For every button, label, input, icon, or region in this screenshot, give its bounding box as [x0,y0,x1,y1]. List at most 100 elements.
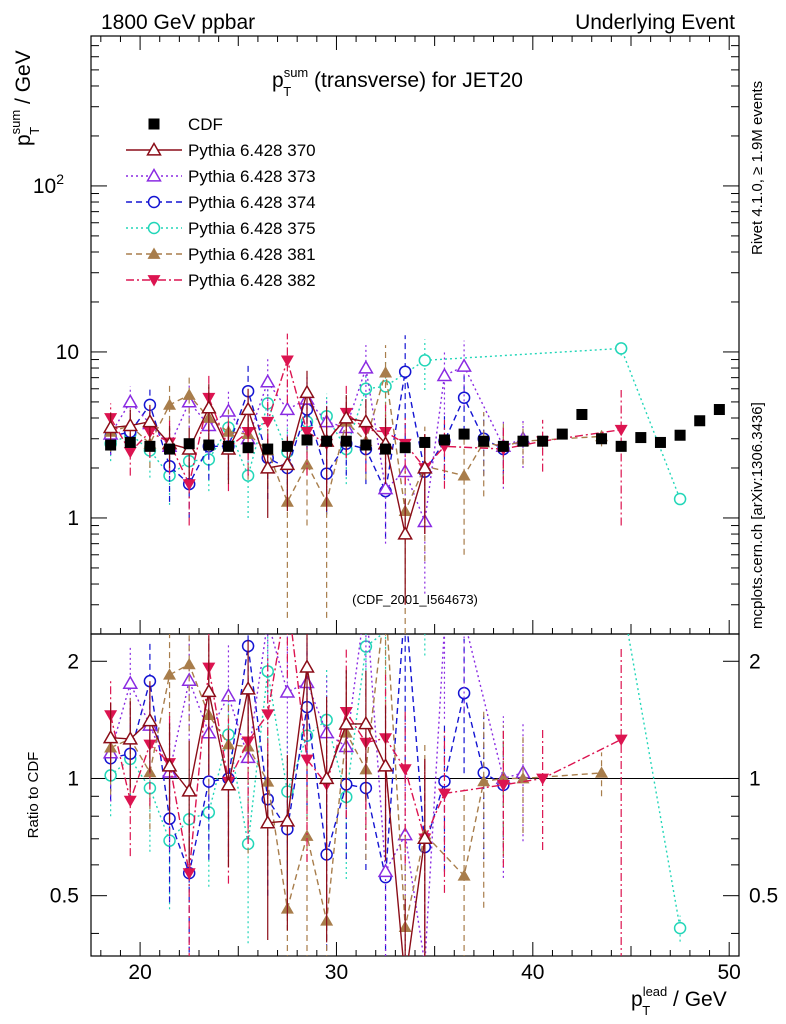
header-right: Underlying Event [575,11,735,34]
data-point [182,388,196,400]
data-point [478,435,490,447]
data-point [537,435,549,447]
data-point [142,413,158,428]
ratio-point [181,782,197,797]
data-point [281,440,293,452]
data-point [340,435,352,447]
data-point [182,479,196,491]
data-point [417,459,433,474]
data-point [164,443,176,455]
legend-label: Pythia 6.428 375 [188,219,316,238]
ratio-point [417,830,433,844]
legend-marker [147,275,161,287]
ratio-point [595,766,609,778]
rivet-info: Rivet 4.1.0, ≥ 1.9M events [749,81,766,255]
ratio-series-p381 [104,634,609,956]
legend-item-p375: Pythia 6.428 375 [126,219,316,238]
ratio-point [220,776,237,791]
data-point [654,436,666,448]
data-point [418,354,432,367]
ratio-point [161,757,178,772]
data-point [457,469,471,481]
data-point [201,399,217,414]
data-point [124,436,136,448]
data-point [635,432,647,444]
mcplots-info: mcplots.cern.ch [arXiv:1306.3436] [749,402,766,629]
ratio-point [122,675,139,690]
ratio-point [102,729,119,744]
ratio-point [496,779,510,792]
ratio-y-tick-label: 1 [67,767,79,790]
data-point [419,436,431,448]
ratio-point [673,921,687,935]
legend-label: Pythia 6.428 382 [188,271,316,290]
ratio-y-tick-label-right: 1 [749,767,761,790]
ratio-point [318,770,335,785]
series-line [110,372,602,514]
data-point [456,358,472,372]
ratio-y-tick-label: 2 [67,650,79,673]
ratio-point [182,868,196,880]
ratio-line [109,634,524,956]
data-point [359,382,373,396]
data-point [321,435,333,447]
legend-label: Pythia 6.428 373 [188,167,316,186]
legend-item-p370: Pythia 6.428 370 [126,141,316,160]
legend-item-p382: Pythia 6.428 382 [126,271,316,290]
y-tick-label: 10 [56,341,79,364]
data-point [438,434,450,446]
x-axis-label: plead T / GeV [631,984,727,1018]
data-point [379,366,393,378]
legend-label: Pythia 6.428 370 [188,141,316,160]
data-point [615,440,627,452]
legend: CDF Pythia 6.428 370 Pythia 6.428 373 Pythi… [126,115,316,290]
data-point [614,424,628,437]
data-point [360,439,372,451]
data-point [674,429,686,441]
ratio-series-p370 [102,634,433,956]
chart-watermark: (CDF_2001_I564673) [352,592,478,607]
legend-label: CDF [188,115,223,134]
legend-marker [147,247,161,259]
data-point [436,367,453,382]
chart-title: psum T (transverse) for JET20 [272,65,523,99]
ratio-point [536,773,550,785]
x-tick-label: 50 [718,961,741,984]
data-point [222,440,234,452]
y-tick-label: 102 [33,171,64,198]
legend-label: Pythia 6.428 374 [188,193,316,212]
x-tick-label: 40 [521,961,544,984]
ratio-point [279,812,296,827]
data-point [105,439,117,451]
data-point [279,401,296,416]
data-point [517,435,529,447]
ratio-point [457,869,471,881]
data-point [397,526,413,540]
data-point [398,365,412,378]
data-point [240,401,256,416]
data-point [380,443,392,455]
legend-marker [147,195,161,209]
ratio-point [300,829,314,841]
ratio-point [338,716,355,730]
data-point [183,438,195,450]
ratio-point [240,680,256,695]
data-point [358,413,374,428]
ratio-point [299,659,315,673]
ratio-point [614,734,628,746]
data-point [122,417,139,432]
data-point [300,427,314,439]
ratio-point [477,774,491,787]
data-point [261,416,275,429]
data-point [262,443,274,455]
legend-label: Pythia 6.428 381 [188,245,316,264]
ratio-point [182,657,196,670]
data-point [694,415,706,427]
data-point [242,442,254,454]
data-point [144,440,156,452]
ratio-point [259,814,276,829]
ratio-point [163,668,177,680]
ratio-line [110,634,602,928]
data-point [713,404,725,416]
